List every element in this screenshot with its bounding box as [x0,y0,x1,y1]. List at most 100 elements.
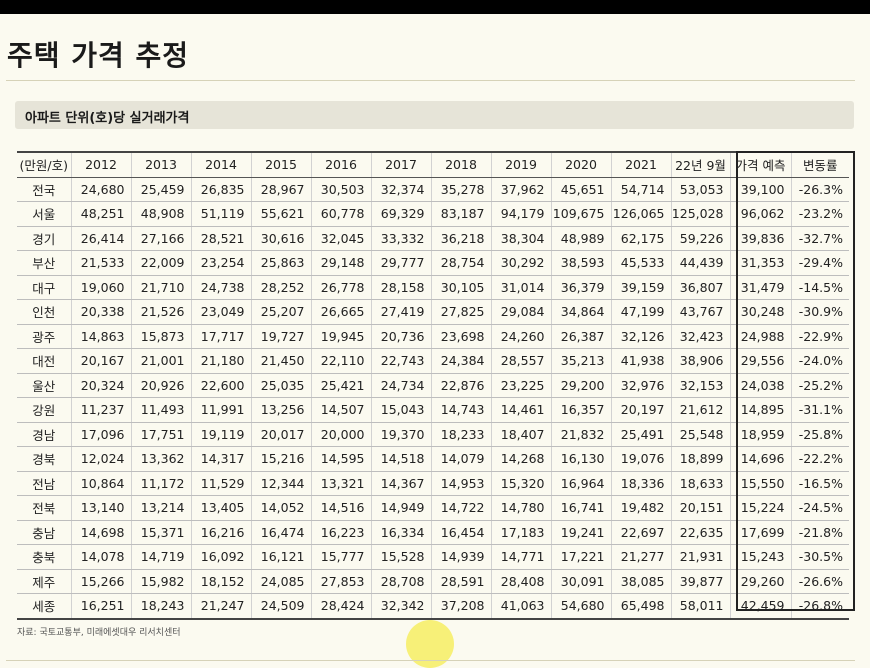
value-cell: 26,665 [310,299,371,325]
value-cell: 22,876 [430,373,491,398]
value-cell: 21,533 [70,250,131,276]
value-cell: 28,252 [250,275,311,300]
value-cell: -23.2% [790,201,849,227]
value-cell: 48,989 [550,226,611,251]
value-cell: 23,049 [190,299,251,325]
value-cell: 36,218 [430,226,491,251]
value-cell: 16,216 [190,520,251,545]
table-row: 전국 24,680 25,459 26,835 28,967 30,503 32,374 35… [17,177,849,202]
value-cell: 15,043 [370,397,431,423]
table-row: 전남 10,864 11,172 11,529 12,344 13,321 14,367 14… [17,471,849,496]
value-cell: 20,338 [70,299,131,325]
column-header: 가격 예측 [729,151,791,178]
section-header: 아파트 단위(호)당 실거래가격 [15,101,854,129]
value-cell: 38,593 [550,250,611,276]
value-cell: 18,233 [430,422,491,447]
value-cell: 13,140 [70,495,131,521]
value-cell: 69,329 [370,201,431,227]
value-cell: 14,780 [490,495,551,521]
region-cell: 대구 [17,275,71,300]
value-cell: 18,633 [670,471,730,496]
value-cell: 11,237 [70,397,131,423]
value-cell: 30,292 [490,250,551,276]
value-cell: 17,221 [550,544,611,570]
value-cell: 24,680 [70,177,131,202]
value-cell: 22,110 [310,348,371,374]
value-cell: 26,778 [310,275,371,300]
value-cell: 58,011 [670,593,730,620]
value-cell: -22.2% [790,446,849,472]
value-cell: 14,367 [370,471,431,496]
value-cell: 15,777 [310,544,371,570]
value-cell: 24,988 [729,324,791,349]
value-cell: 36,379 [550,275,611,300]
value-cell: 32,423 [670,324,730,349]
value-cell: 83,187 [430,201,491,227]
value-cell: 14,698 [70,520,131,545]
value-cell: 22,600 [190,373,251,398]
value-cell: 11,172 [130,471,191,496]
value-cell: 27,419 [370,299,431,325]
value-cell: 18,243 [130,593,191,620]
value-cell: 31,014 [490,275,551,300]
table-row: 광주 14,863 15,873 17,717 19,727 19,945 20,736 23… [17,324,849,349]
value-cell: 13,214 [130,495,191,521]
value-cell: 39,877 [670,569,730,594]
value-cell: 26,387 [550,324,611,349]
value-cell: 21,247 [190,593,251,620]
value-cell: 21,931 [670,544,730,570]
value-cell: 94,179 [490,201,551,227]
value-cell: 28,424 [310,593,371,620]
value-cell: 48,251 [70,201,131,227]
value-cell: 17,751 [130,422,191,447]
value-cell: 48,908 [130,201,191,227]
value-cell: 14,516 [310,495,371,521]
value-cell: 51,119 [190,201,251,227]
value-cell: 22,635 [670,520,730,545]
value-cell: 36,807 [670,275,730,300]
region-cell: 경남 [17,422,71,447]
region-cell: 경북 [17,446,71,472]
value-cell: -24.0% [790,348,849,374]
value-cell: 15,216 [250,446,311,472]
value-cell: 59,226 [670,226,730,251]
region-cell: 세종 [17,593,71,620]
value-cell: 21,612 [670,397,730,423]
value-cell: 21,180 [190,348,251,374]
value-cell: -26.6% [790,569,849,594]
value-cell: 20,197 [610,397,671,423]
value-cell: 16,454 [430,520,491,545]
value-cell: 24,509 [250,593,311,620]
value-cell: 32,153 [670,373,730,398]
value-cell: 16,223 [310,520,371,545]
value-cell: 25,863 [250,250,311,276]
value-cell: 27,853 [310,569,371,594]
value-cell: 12,024 [70,446,131,472]
value-cell: 41,063 [490,593,551,620]
value-cell: 11,493 [130,397,191,423]
value-cell: 18,407 [490,422,551,447]
value-cell: 38,085 [610,569,671,594]
value-cell: 41,938 [610,348,671,374]
value-cell: 29,084 [490,299,551,325]
region-cell: 인천 [17,299,71,325]
table-row: 충북 14,078 14,719 16,092 16,121 15,777 15,528 14… [17,544,849,570]
value-cell: 14,268 [490,446,551,472]
value-cell: 29,148 [310,250,371,276]
value-cell: 53,053 [670,177,730,202]
value-cell: 21,277 [610,544,671,570]
value-cell: 17,183 [490,520,551,545]
table-row: 경기 26,414 27,166 28,521 30,616 32,045 33,332 36… [17,226,849,251]
value-cell: 26,835 [190,177,251,202]
value-cell: 39,100 [729,177,791,202]
column-header: 2014 [190,151,251,178]
value-cell: 20,926 [130,373,191,398]
value-cell: 29,200 [550,373,611,398]
value-cell: 39,836 [729,226,791,251]
table-row: 강원 11,237 11,493 11,991 13,256 14,507 15,043 14… [17,397,849,423]
value-cell: 21,450 [250,348,311,374]
column-header: 2016 [310,151,371,178]
value-cell: 38,304 [490,226,551,251]
value-cell: 19,060 [70,275,131,300]
region-cell: 전남 [17,471,71,496]
